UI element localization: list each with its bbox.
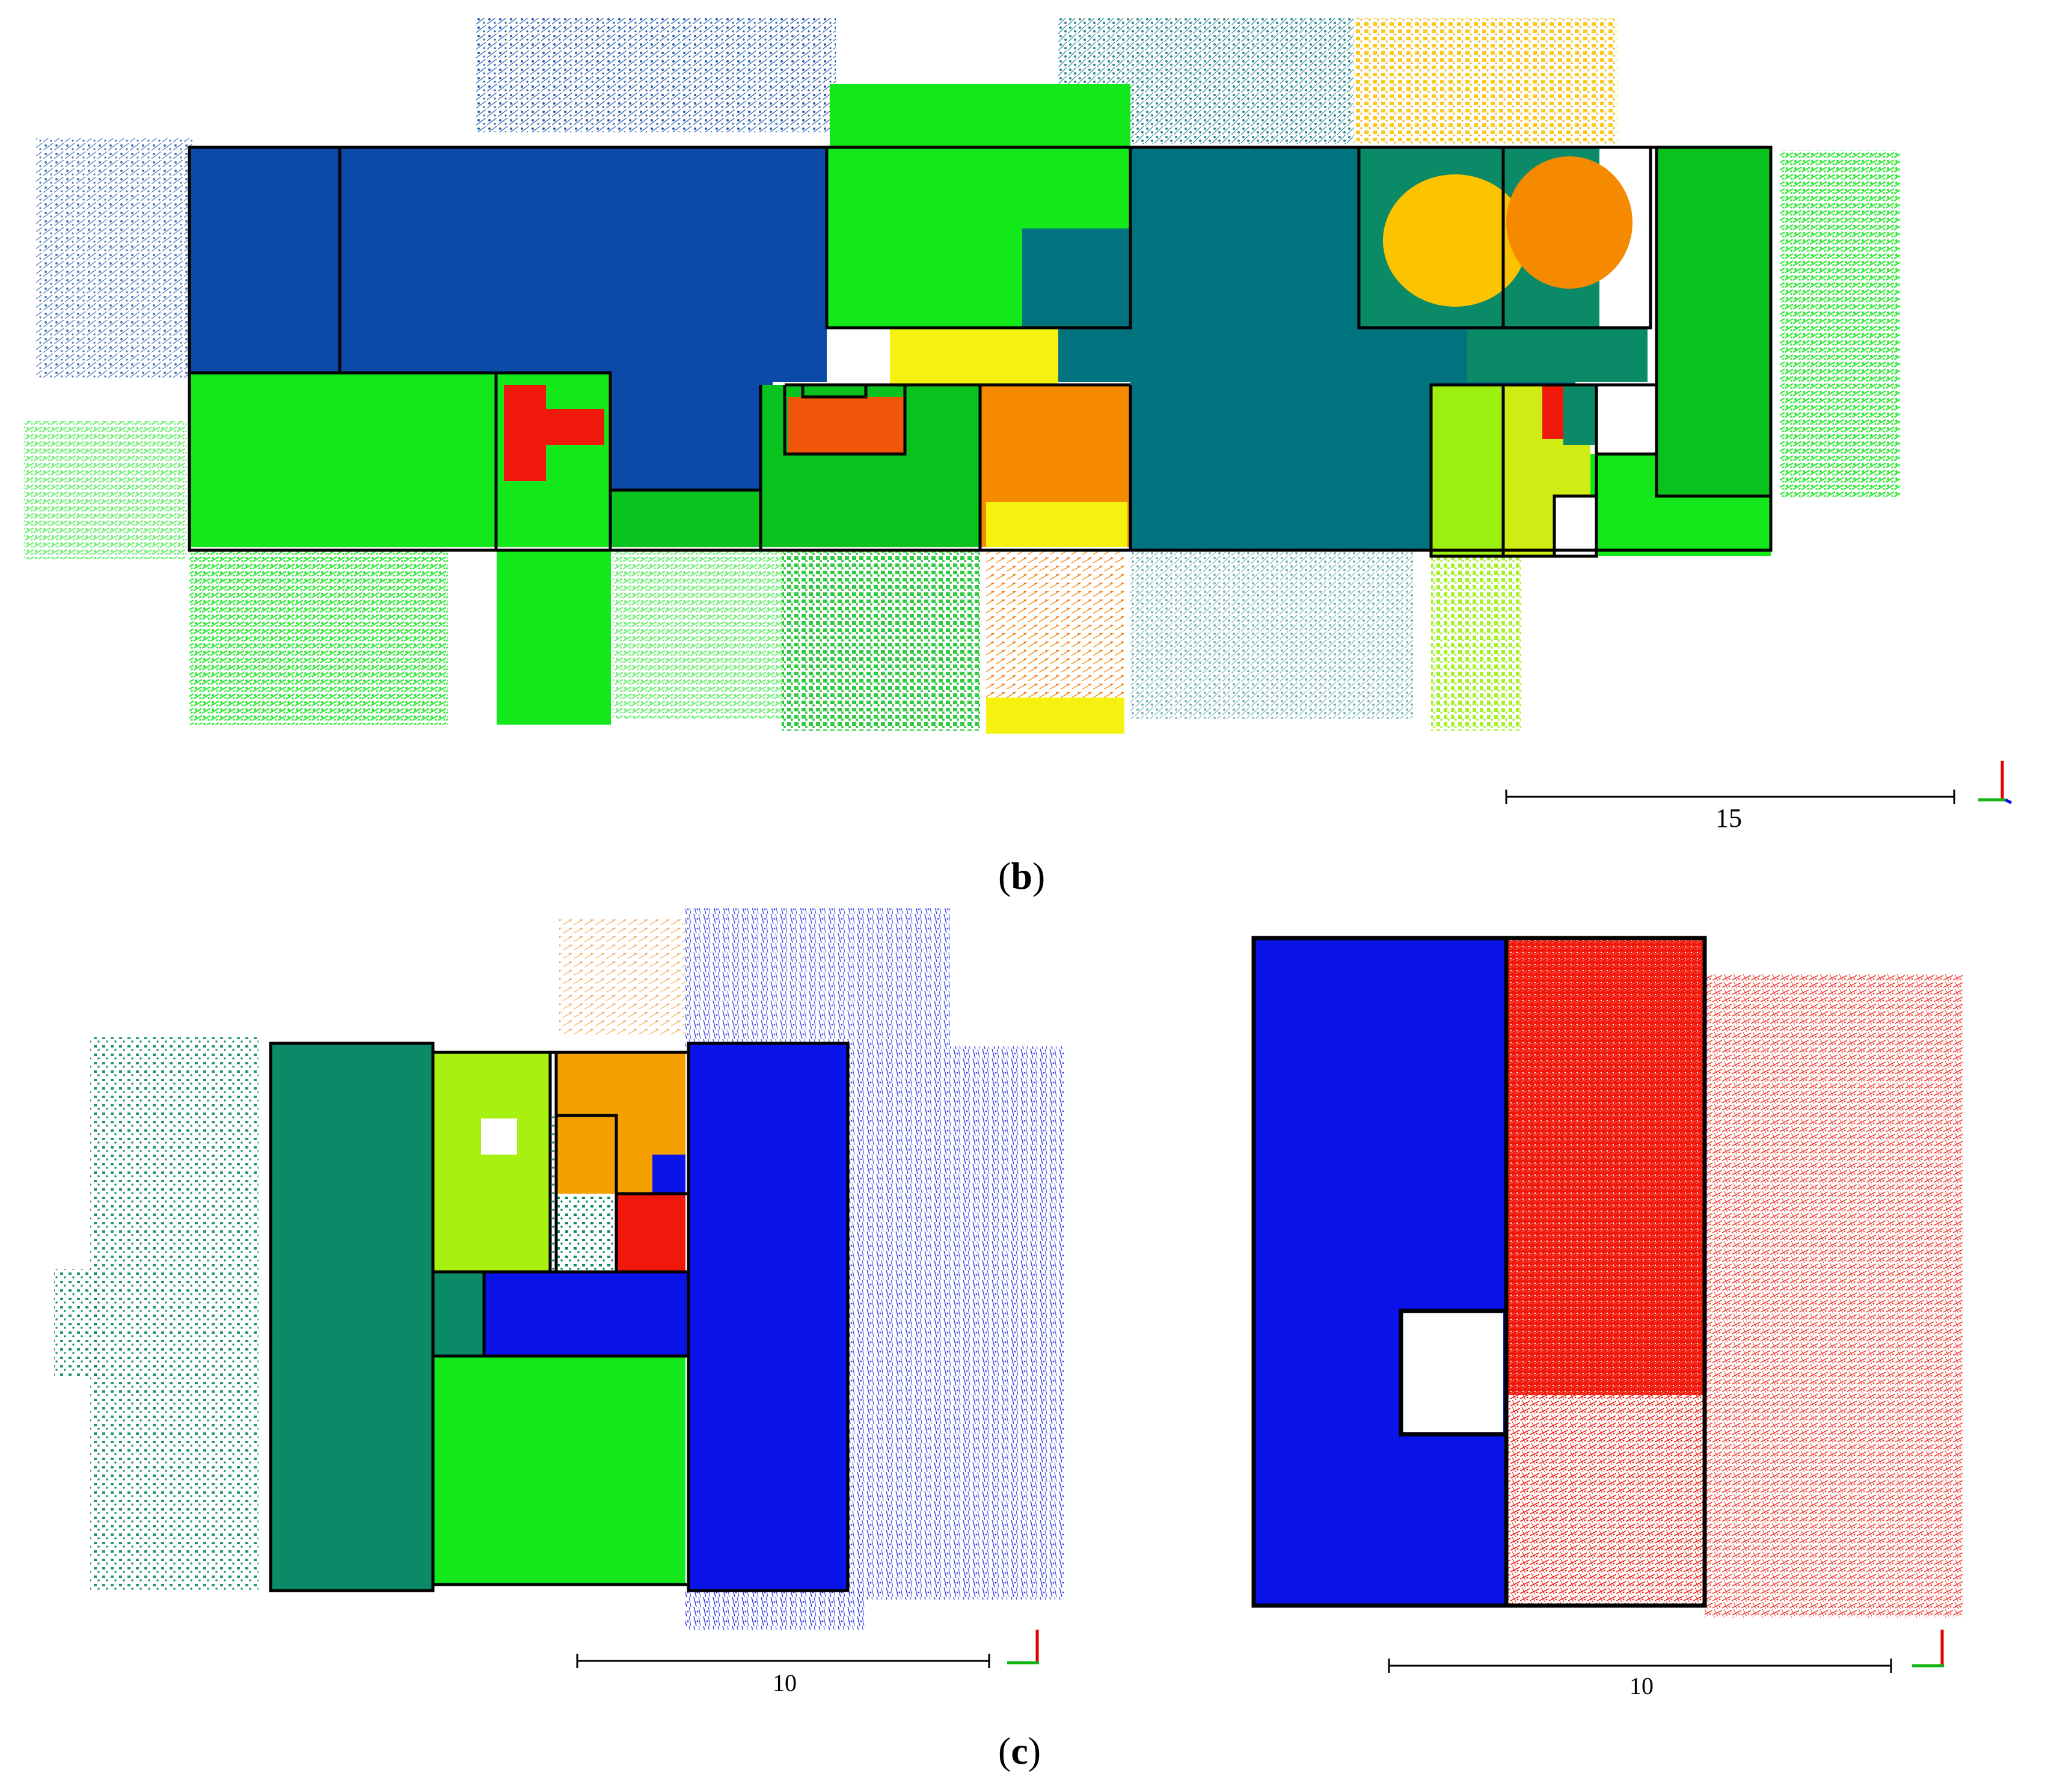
pointcloud-lime-bottom (1431, 550, 1521, 731)
room-green-left (189, 373, 496, 547)
panel-b-floorplan (24, 18, 2013, 805)
room-green-right-gap (1590, 454, 1657, 496)
room-tealgreen-tall (271, 1043, 433, 1591)
room-amber-patch (1383, 174, 1527, 307)
panel-b-scale-label: 15 (1715, 803, 1742, 833)
room-blue-bridge (484, 1272, 688, 1356)
panel-c-left-floorplan (54, 908, 1064, 1668)
panel-c-caption: (c) (998, 1729, 1041, 1772)
room-green-large (433, 1356, 685, 1585)
pointcloud-yellow-bottom (986, 698, 1124, 734)
room-blue-left (1254, 938, 1506, 1606)
room-tealgreen-strip (1467, 328, 1648, 382)
pointcloud-green-top (830, 84, 1130, 156)
pointcloud-greenmid-bottom (782, 550, 980, 731)
room-white-void-2 (1554, 496, 1596, 556)
panel-c-left-axis-gizmo (1007, 1630, 1039, 1665)
pointcloud-red-right (1705, 974, 1963, 1618)
panel-c-right-outlines (1251, 936, 1707, 1608)
room-green-low (610, 490, 761, 547)
room-orange-patch (1506, 156, 1632, 289)
room-red (616, 1194, 685, 1272)
room-teal-wedge (1022, 229, 1130, 337)
room-tealgreen-bridge (433, 1272, 487, 1356)
room-red-patch (504, 385, 546, 481)
panel-c-right-axis-gizmo (1912, 1630, 1944, 1668)
panel-c-right-scale-label: 10 (1629, 1672, 1654, 1699)
room-white-void-a (481, 1118, 517, 1155)
pointcloud-blue-top (685, 908, 950, 1046)
room-tealgreen-small (1563, 385, 1596, 445)
panel-b-outlines (188, 146, 1773, 558)
panel-b-scale-bar (1505, 790, 1955, 804)
room-green-bottom-right (1596, 496, 1771, 556)
panel-b-axis-gizmo (1978, 761, 2013, 805)
pointcloud-blue-bottom (685, 1588, 866, 1630)
room-red-lower-lighter (1506, 1395, 1705, 1606)
room-orange-yellow-lower (986, 502, 1127, 547)
room-blue-large (189, 147, 827, 382)
panel-c-caption-letter: c (1011, 1729, 1028, 1772)
room-white-void-1 (1596, 385, 1657, 454)
room-yellow-patch (890, 328, 1058, 385)
panel-c-right-floorplan (1251, 936, 1963, 1673)
panel-c-left-scale-bar (576, 1654, 990, 1668)
pointcloud-orange-top (559, 917, 685, 1037)
panel-c-left-outlines (269, 1042, 850, 1592)
panel-c-right-scale-bar (1388, 1659, 1892, 1673)
pointcloud-blue-left (36, 138, 192, 379)
pointcloud-green-bottom-1 (189, 550, 448, 725)
room-lime (1431, 385, 1503, 556)
pointcloud-blue-top (475, 18, 836, 132)
pointcloud-amber-top (1353, 18, 1617, 144)
panel-c-left-scale-label: 10 (773, 1669, 797, 1696)
pointcloud-green-right (1780, 150, 1900, 499)
room-blue-corridor (610, 376, 773, 490)
room-blue-tall (688, 1043, 848, 1591)
pointcloud-green-bottom-3 (613, 550, 782, 719)
room-green-right-tall (1657, 147, 1771, 496)
pointcloud-green-left (24, 421, 186, 559)
pointcloud-blue-right (848, 1046, 1064, 1600)
pointcloud-tealgreen-tab (54, 1269, 102, 1377)
room-white-void-c (1401, 1311, 1503, 1434)
pointcloud-green-bottom-2 (497, 550, 611, 725)
panel-b-caption: (b) (998, 855, 1046, 897)
pointcloud-teal-bottom (1130, 550, 1413, 719)
room-orange-blue-patch (652, 1155, 685, 1194)
panel-b-caption-letter: b (1011, 855, 1032, 897)
pointcloud-tealgreen-left (90, 1037, 259, 1591)
room-red-patch-2 (541, 409, 604, 445)
room-yellowgreen (433, 1052, 550, 1272)
room-orangered-small (788, 397, 905, 454)
